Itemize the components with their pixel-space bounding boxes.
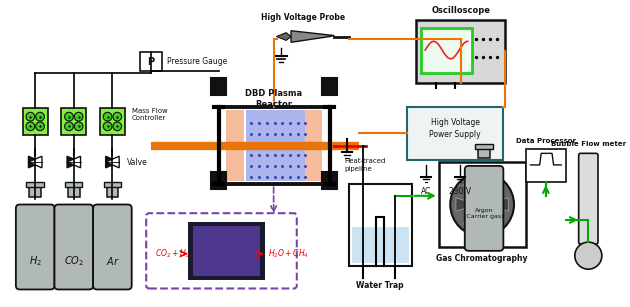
Bar	[525, 149, 566, 182]
Text: AC: AC	[421, 188, 432, 196]
FancyBboxPatch shape	[16, 204, 54, 290]
Text: P: P	[147, 56, 154, 67]
Circle shape	[450, 173, 514, 236]
Circle shape	[103, 122, 112, 131]
Circle shape	[103, 112, 112, 121]
Text: Argon
(Carrier gas): Argon (Carrier gas)	[464, 208, 504, 219]
Bar	[65, 182, 83, 187]
Bar	[246, 110, 304, 181]
Text: DBD Plasma
Reactor: DBD Plasma Reactor	[245, 89, 302, 109]
Text: Mass Flow
Controller: Mass Flow Controller	[132, 108, 168, 122]
Bar	[219, 107, 329, 184]
Polygon shape	[28, 156, 42, 168]
FancyBboxPatch shape	[465, 166, 503, 251]
Polygon shape	[291, 31, 335, 42]
Bar	[438, 162, 525, 247]
Text: Heat-traced
pipeline: Heat-traced pipeline	[344, 158, 386, 172]
Bar	[226, 110, 244, 181]
Bar	[188, 222, 265, 280]
Circle shape	[36, 112, 44, 121]
Polygon shape	[484, 209, 501, 231]
Bar	[352, 227, 409, 263]
Text: Oscilloscope: Oscilloscope	[432, 6, 490, 15]
Circle shape	[478, 200, 487, 209]
Bar	[322, 172, 337, 189]
Text: High Voltage
Power Supply: High Voltage Power Supply	[429, 118, 481, 139]
Polygon shape	[463, 209, 479, 231]
Bar	[30, 187, 41, 197]
Text: $CO_2$: $CO_2$	[64, 255, 84, 268]
FancyBboxPatch shape	[54, 204, 93, 290]
Polygon shape	[67, 156, 81, 168]
Bar	[478, 149, 490, 158]
Text: Water Trap: Water Trap	[356, 281, 404, 290]
Bar	[304, 110, 322, 181]
Bar	[407, 107, 503, 160]
Bar	[193, 226, 260, 276]
Bar	[421, 28, 471, 73]
Circle shape	[65, 122, 73, 131]
Circle shape	[36, 122, 44, 131]
Polygon shape	[106, 156, 119, 168]
Circle shape	[26, 122, 35, 131]
Bar	[100, 108, 125, 135]
Bar	[61, 108, 86, 135]
Bar	[26, 182, 44, 187]
Circle shape	[26, 112, 35, 121]
FancyBboxPatch shape	[579, 153, 598, 244]
Text: Pressure Gauge: Pressure Gauge	[168, 57, 227, 66]
Polygon shape	[67, 156, 81, 168]
Bar	[416, 20, 505, 83]
FancyBboxPatch shape	[146, 213, 297, 289]
Text: Data Processor: Data Processor	[516, 138, 576, 144]
Text: Gas Chromatography: Gas Chromatography	[437, 254, 528, 263]
Circle shape	[575, 242, 602, 269]
Bar	[104, 182, 121, 187]
Bar	[106, 187, 118, 197]
Text: Bubble Flow meter: Bubble Flow meter	[551, 141, 626, 147]
FancyBboxPatch shape	[93, 204, 132, 290]
Bar	[322, 78, 337, 95]
Circle shape	[113, 112, 122, 121]
Text: High Voltage Probe: High Voltage Probe	[261, 13, 346, 22]
Polygon shape	[456, 198, 478, 211]
Bar	[23, 108, 48, 135]
Polygon shape	[277, 33, 291, 41]
Circle shape	[74, 122, 83, 131]
Text: $H_2$: $H_2$	[29, 255, 42, 268]
Polygon shape	[106, 156, 119, 168]
Polygon shape	[463, 178, 479, 200]
Bar	[476, 144, 493, 149]
Circle shape	[74, 112, 83, 121]
Text: $H_2O + CH_4$: $H_2O + CH_4$	[268, 247, 309, 260]
Polygon shape	[28, 156, 42, 168]
Text: Valve: Valve	[127, 157, 147, 166]
Circle shape	[113, 122, 122, 131]
Text: $CO_2 + H_2$: $CO_2 + H_2$	[155, 247, 190, 260]
Polygon shape	[487, 198, 508, 211]
Bar	[140, 52, 162, 71]
Polygon shape	[484, 178, 501, 200]
Circle shape	[65, 112, 73, 121]
Text: 230 V: 230 V	[449, 188, 471, 196]
Bar	[349, 184, 411, 266]
Bar	[211, 78, 226, 95]
Bar	[68, 187, 79, 197]
Text: $Ar$: $Ar$	[106, 255, 119, 267]
Bar	[211, 172, 226, 189]
